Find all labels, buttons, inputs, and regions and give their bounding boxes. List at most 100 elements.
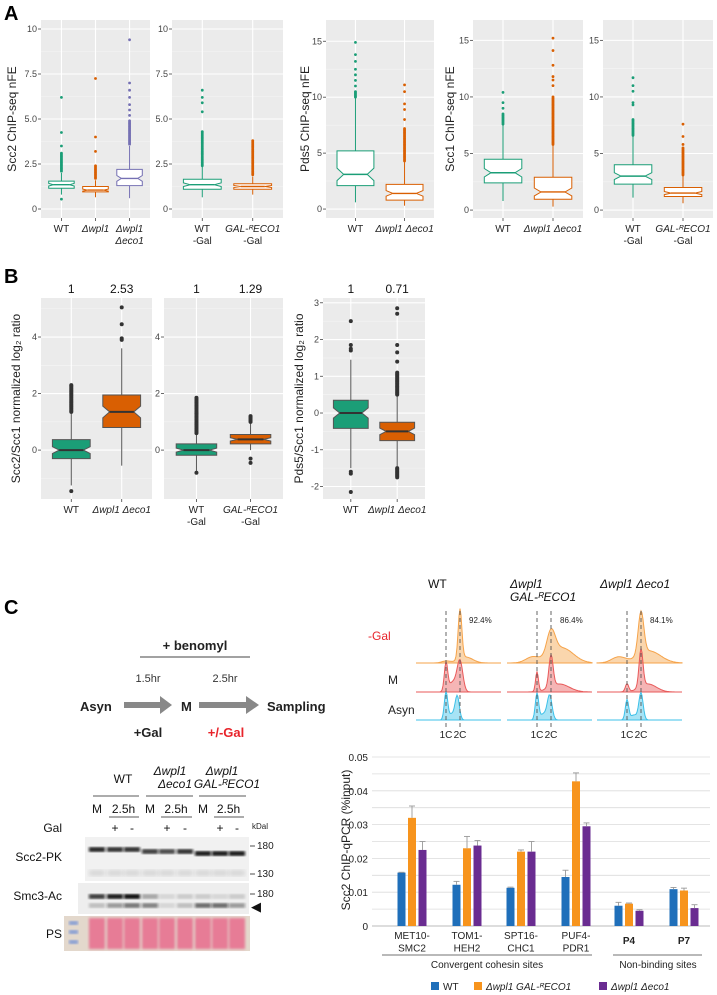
outlier-point <box>631 101 635 104</box>
ploidy-label: 2C <box>454 730 467 741</box>
smc3-ac-band <box>195 894 211 899</box>
box-0 <box>51 383 91 494</box>
outlier-point <box>501 91 505 94</box>
outlier-point <box>348 343 353 348</box>
gal-row-label: Gal <box>43 821 62 835</box>
scc2-band <box>142 849 158 854</box>
outlier-point <box>200 88 204 92</box>
boxplot-A3: 0 5 10 15 Pds5 ChIP-seq nFE WT Δwpl1 Δeco1 <box>298 20 434 235</box>
outlier-point <box>395 343 400 348</box>
background-smear <box>89 870 105 876</box>
ratio-label: 2.53 <box>110 282 134 296</box>
gal-plus: + <box>216 821 223 835</box>
y-tick-label: 4 <box>32 332 37 342</box>
box-1 <box>385 83 424 206</box>
outlier-point <box>251 139 255 143</box>
bar <box>561 876 570 926</box>
ratio-label: 1.29 <box>239 282 263 296</box>
y-tick-label: 2 <box>155 389 160 399</box>
x-tick-label: -Gal <box>187 517 206 528</box>
outlier-point <box>200 130 204 134</box>
scc2-band <box>124 847 140 852</box>
outlier-point <box>681 135 685 138</box>
x-tick-label: -Gal <box>193 236 212 247</box>
x-tick-label: WT <box>54 224 70 235</box>
step1-condition: +Gal <box>134 725 163 740</box>
y-tick-label: 7.5 <box>155 69 168 79</box>
background-smear <box>177 870 193 876</box>
legend-label: Δwpl1 GAL-ᴿECO1 <box>485 982 571 993</box>
outlier-point <box>551 84 555 88</box>
outlier-point <box>128 103 131 106</box>
step2-time: 2.5hr <box>212 673 237 685</box>
group-label: Convergent cohesin sites <box>431 960 543 971</box>
y-tick-label: 0.05 <box>349 753 369 764</box>
gal-minus: - <box>130 821 134 835</box>
outlier-point <box>119 336 124 341</box>
bar-group-3: PUF4- PDR1 <box>561 772 591 955</box>
ratio-label: 0.71 <box>386 282 410 296</box>
y-tick-label: 0.03 <box>349 821 369 832</box>
y-tick-label: 5 <box>464 149 469 159</box>
x-tick-label: Δeco1 <box>114 236 143 247</box>
outlier-point <box>354 79 357 82</box>
x-tick-label: WT <box>189 505 205 516</box>
x-tick-label: PUF4- <box>562 931 591 942</box>
ponceau-lane <box>107 918 123 949</box>
y-tick-label: 10 <box>27 24 37 34</box>
y-tick-label: 0.04 <box>349 787 369 798</box>
smc3-lower-band <box>229 903 245 908</box>
y-axis-title: Scc2/Scc1 normalized log₂ ratio <box>9 313 23 483</box>
outlier-point <box>60 144 63 148</box>
outlier-point <box>631 76 635 80</box>
ponceau-lane <box>124 918 140 949</box>
bar <box>463 848 471 926</box>
timepoint-label: 2.5h <box>217 802 240 816</box>
background-smear <box>142 870 158 876</box>
flow-column-0: WT 92.4% 1C 2C <box>416 577 501 741</box>
outlier-point <box>395 466 400 471</box>
flow-row-label: Asyn <box>388 703 415 717</box>
g2m-percent: 86.4% <box>560 616 583 625</box>
box-1 <box>663 122 703 204</box>
smc3-ac-band <box>142 894 158 899</box>
outlier-point <box>128 81 131 85</box>
box-0 <box>613 76 653 198</box>
box-body <box>82 186 109 193</box>
g2m-percent: 84.1% <box>650 616 673 625</box>
y-tick-label: 2.5 <box>24 159 37 169</box>
outlier-point <box>194 470 199 475</box>
y-tick-label: 3 <box>314 298 319 308</box>
y-tick-label: 2 <box>314 335 319 345</box>
y-axis-title: Scc1 ChIP-seq nFE <box>443 66 457 171</box>
bar <box>527 851 536 926</box>
dna-content-histogram <box>416 691 501 721</box>
x-tick-label: -Gal <box>241 517 260 528</box>
smc3-lower-band <box>89 903 105 908</box>
y-tick-label: 10 <box>312 92 322 102</box>
outlier-point <box>551 95 555 99</box>
step1-time: 1.5hr <box>135 673 160 685</box>
flow-column-2: Δwpl1 Δeco1 84.1% 1C 2C <box>596 577 683 741</box>
ladder-band <box>69 921 78 925</box>
timepoint-label: M <box>92 802 102 816</box>
outlier-point <box>551 49 555 52</box>
ponceau-lane <box>195 918 211 949</box>
outlier-point <box>60 151 63 155</box>
boxplot-B3: -2 -1 0 1 2 3 Pds5/Scc1 normalized log₂ ratio W… <box>292 282 426 516</box>
strain-label: GAL-ᴿECO1 <box>194 777 260 791</box>
arrow-icon <box>199 696 259 714</box>
bar <box>680 890 688 926</box>
x-tick-label: WT <box>495 224 511 235</box>
bar <box>614 905 623 926</box>
chip-qpcr-bar-chart: 0 0.01 0.02 0.03 0.04 0.05 Scc2 ChIP-qPCR (%in… <box>339 753 710 993</box>
outlier-point <box>501 101 505 104</box>
bar <box>452 884 461 926</box>
boxplot-A1: 0 2.5 5.0 7.5 10 Scc2 ChIP-seq nFE WT Δwpl1 Δwpl… <box>5 20 150 247</box>
box-0 <box>48 96 75 201</box>
y-tick-label: 5 <box>317 148 322 158</box>
box-body <box>663 187 703 197</box>
ploidy-label: 1C <box>531 730 544 741</box>
ratio-label: 1 <box>68 282 75 296</box>
dna-content-histogram <box>416 658 501 693</box>
